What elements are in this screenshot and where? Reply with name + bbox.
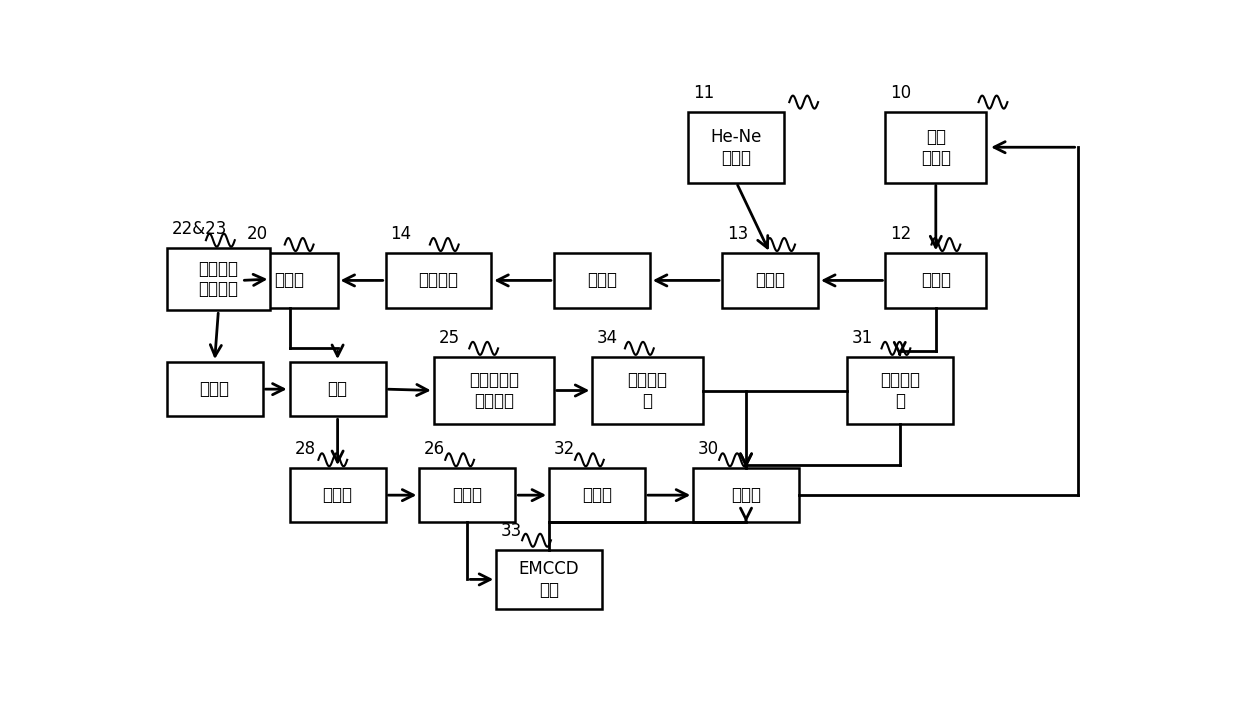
- Bar: [434, 357, 554, 424]
- Text: 25: 25: [439, 329, 460, 347]
- Text: 脉冲
激光源: 脉冲 激光源: [921, 128, 951, 167]
- Text: 28: 28: [294, 440, 315, 458]
- Text: 光电二极
管: 光电二极 管: [879, 371, 920, 410]
- Text: 环形聚焦超
声换能器: 环形聚焦超 声换能器: [469, 371, 518, 410]
- Bar: [693, 468, 799, 522]
- Text: 34: 34: [596, 329, 619, 347]
- Text: 二向镜: 二向镜: [755, 271, 785, 289]
- Text: 上位机: 上位机: [732, 486, 761, 504]
- Bar: [885, 253, 986, 308]
- Bar: [554, 253, 650, 308]
- Bar: [593, 357, 703, 424]
- Text: 26: 26: [424, 440, 445, 458]
- Bar: [549, 468, 645, 522]
- Text: EMCCD
相机: EMCCD 相机: [518, 560, 579, 599]
- Text: 样品: 样品: [327, 380, 347, 398]
- Text: 平凸透镜: 平凸透镜: [418, 271, 459, 289]
- Text: 级联放大
器: 级联放大 器: [627, 371, 667, 410]
- Text: 31: 31: [852, 329, 873, 347]
- Text: 22&23: 22&23: [171, 220, 227, 238]
- Bar: [166, 362, 263, 417]
- Text: 滤光镜: 滤光镜: [274, 271, 305, 289]
- Text: 11: 11: [693, 84, 714, 102]
- Bar: [496, 549, 601, 609]
- Bar: [722, 253, 818, 308]
- Bar: [166, 248, 270, 311]
- Bar: [419, 468, 516, 522]
- Bar: [885, 112, 986, 183]
- Text: 滤光镜: 滤光镜: [322, 486, 352, 504]
- Text: 内窥镜: 内窥镜: [453, 486, 482, 504]
- Text: 10: 10: [890, 84, 911, 102]
- Text: 环台形光
学聚光镜: 环台形光 学聚光镜: [198, 260, 238, 299]
- Text: 14: 14: [391, 225, 412, 244]
- Bar: [290, 468, 386, 522]
- Text: 30: 30: [698, 440, 719, 458]
- Text: 扩束镜: 扩束镜: [200, 380, 229, 398]
- Text: 光谱仪: 光谱仪: [582, 486, 613, 504]
- Text: 32: 32: [554, 440, 575, 458]
- Bar: [386, 253, 491, 308]
- Bar: [242, 253, 337, 308]
- Text: 20: 20: [247, 225, 268, 244]
- Bar: [847, 357, 952, 424]
- Text: 12: 12: [890, 225, 911, 244]
- Text: 33: 33: [501, 522, 522, 539]
- Bar: [290, 362, 386, 417]
- Bar: [688, 112, 785, 183]
- Text: 平面镜: 平面镜: [587, 271, 616, 289]
- Text: 13: 13: [727, 225, 748, 244]
- Text: He-Ne
激光源: He-Ne 激光源: [711, 128, 763, 167]
- Text: 取束镜: 取束镜: [921, 271, 951, 289]
